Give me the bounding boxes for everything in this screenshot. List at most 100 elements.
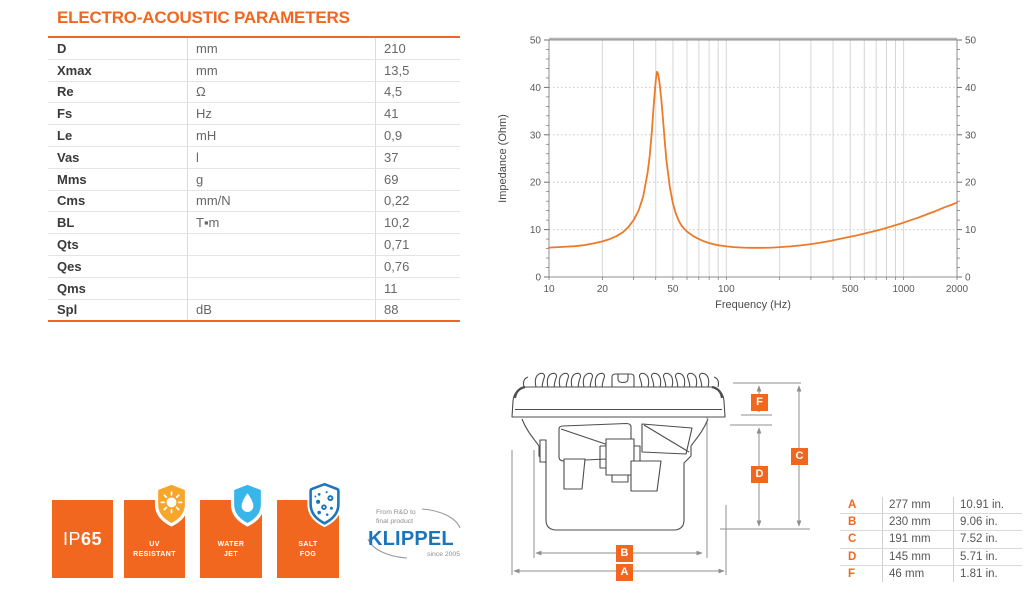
param-value: 4,5 <box>375 81 460 104</box>
dimension-row: D 145 mm 5.71 in. <box>840 548 1022 566</box>
param-unit: Ω <box>187 81 376 104</box>
impedance-chart: 0 0 10 10 20 20 30 30 40 40 50 50 10 20 50 100 500 1000 20… <box>490 20 1010 320</box>
dim-marker-f: F <box>751 394 768 411</box>
dim-marker-a: A <box>616 564 633 581</box>
y-tick-label: 0 <box>535 273 541 284</box>
rib <box>698 372 710 388</box>
uv-line2: RESISTANT <box>133 551 176 559</box>
param-name: Spl <box>48 299 188 322</box>
param-unit: Hz <box>187 102 376 126</box>
dimension-inches: 1.81 in. <box>960 567 998 580</box>
y-tick-label: 30 <box>965 130 977 141</box>
y-tick-label: 40 <box>530 83 542 94</box>
dimension-letter: B <box>840 513 883 532</box>
fog-dots-icon <box>314 491 334 516</box>
center-clip <box>611 373 635 387</box>
param-unit: T▪m <box>187 211 376 235</box>
rib <box>534 372 546 388</box>
klippel-tagline: From R&D to final product <box>376 509 462 527</box>
param-unit <box>187 277 376 300</box>
rib <box>522 376 529 388</box>
param-unit: mm <box>187 59 376 82</box>
param-unit <box>187 233 376 256</box>
param-value: 10,2 <box>375 211 460 235</box>
y-tick-label: 20 <box>965 178 977 189</box>
dimension-letter: C <box>840 530 883 549</box>
x-tick-label: 2000 <box>946 284 969 295</box>
rib <box>558 372 570 388</box>
ip-number: 65 <box>80 528 103 549</box>
rib <box>582 372 594 388</box>
rib <box>674 372 686 388</box>
rib <box>594 372 606 388</box>
x-axis-title: Frequency (Hz) <box>715 299 791 311</box>
y-tick-label: 0 <box>965 273 971 284</box>
dimensions-rows: A 277 mm 10.91 in. B 230 mm 9.06 in. C 191 mm 7.… <box>840 497 1022 582</box>
param-row: Fs Hz 41 <box>48 102 460 126</box>
param-row: Le mH 0,9 <box>48 124 460 147</box>
param-value: 0,22 <box>375 190 460 213</box>
water-jet-label: WATER JET <box>200 540 262 560</box>
water-jet-badge: WATER JET <box>200 481 265 578</box>
uv-line1: UV <box>149 541 160 549</box>
param-unit: l <box>187 146 376 169</box>
param-value: 13,5 <box>375 59 460 82</box>
salt-fog-shield-icon <box>307 481 342 528</box>
y-tick-label: 50 <box>965 36 977 47</box>
impedance-curve <box>548 70 958 249</box>
param-row: Vas l 37 <box>48 146 460 169</box>
terminal-block <box>605 438 635 476</box>
dimension-row: B 230 mm 9.06 in. <box>840 513 1022 532</box>
param-value: 37 <box>375 146 460 169</box>
param-name: Re <box>48 81 188 104</box>
y-tick-label: 10 <box>965 225 977 236</box>
rib <box>686 372 698 388</box>
param-name: Qes <box>48 255 188 278</box>
dimension-mm: 230 mm <box>882 513 954 532</box>
water-line1: WATER <box>217 541 245 549</box>
param-value: 11 <box>375 277 460 300</box>
param-name: Qts <box>48 233 188 256</box>
param-unit: g <box>187 168 376 191</box>
param-value: 0,76 <box>375 255 460 278</box>
y-tick-label: 10 <box>530 225 542 236</box>
surround-ribs <box>522 372 720 388</box>
klippel-logo: From R&D to final product KLIPPEL since … <box>366 504 462 562</box>
y-tick-label: 20 <box>530 178 542 189</box>
param-value: 69 <box>375 168 460 191</box>
param-name: Cms <box>48 190 188 213</box>
param-row: Re Ω 4,5 <box>48 81 460 104</box>
plot-frame <box>548 39 958 278</box>
rib <box>546 372 558 388</box>
rib <box>650 372 662 388</box>
param-name: Xmax <box>48 59 188 82</box>
y-axis-title: Impedance (Ohm) <box>497 114 509 203</box>
x-tick-label: 10 <box>543 284 555 295</box>
basket-foot-right <box>630 460 662 492</box>
param-row: Xmax mm 13,5 <box>48 59 460 82</box>
subwoofer-outline <box>511 372 726 531</box>
param-row: Qes 0,76 <box>48 255 460 278</box>
basket-foot-left <box>563 458 586 490</box>
dimension-letter: A <box>840 497 883 515</box>
salt-line2: FOG <box>299 551 317 559</box>
water-line2: JET <box>223 551 239 559</box>
param-unit: mH <box>187 124 376 147</box>
param-value: 0,71 <box>375 233 460 256</box>
param-name: Qms <box>48 277 188 300</box>
dimension-row: F 46 mm 1.81 in. <box>840 565 1022 582</box>
x-tick-label: 1000 <box>892 284 915 295</box>
dimension-mm: 277 mm <box>882 497 954 515</box>
param-unit: mm <box>187 37 376 60</box>
param-value: 88 <box>384 302 399 318</box>
dimension-inches: 7.52 in. <box>953 530 1022 549</box>
ip65-badge: IP 65 <box>52 500 113 578</box>
dimension-mm: 145 mm <box>882 548 954 566</box>
page-title: ELECTRO-ACOUSTIC PARAMETERS <box>57 8 350 27</box>
dimension-letter: F <box>840 565 883 582</box>
klippel-since: since 2005 <box>427 550 460 558</box>
dim-marker-b: B <box>616 545 633 562</box>
